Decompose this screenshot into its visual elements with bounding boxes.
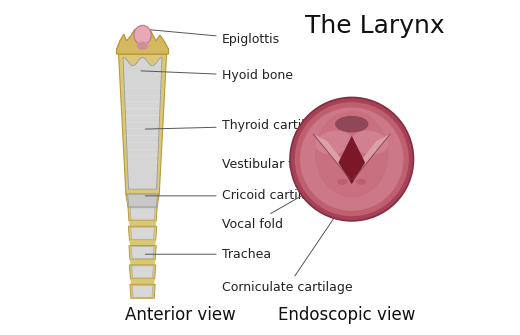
Polygon shape xyxy=(128,226,157,240)
Polygon shape xyxy=(127,194,158,207)
Text: Vocal fold: Vocal fold xyxy=(222,172,343,231)
Polygon shape xyxy=(119,54,166,194)
Polygon shape xyxy=(129,265,156,279)
Polygon shape xyxy=(131,247,154,259)
Ellipse shape xyxy=(356,179,366,185)
Polygon shape xyxy=(132,285,153,297)
Ellipse shape xyxy=(335,116,369,132)
Text: Thyroid cartilage: Thyroid cartilage xyxy=(146,119,328,132)
Polygon shape xyxy=(129,221,156,226)
Polygon shape xyxy=(130,284,155,298)
Polygon shape xyxy=(128,207,157,221)
Ellipse shape xyxy=(352,131,388,154)
Ellipse shape xyxy=(315,131,352,154)
Ellipse shape xyxy=(315,111,388,198)
Polygon shape xyxy=(123,57,162,189)
Text: Epiglottis: Epiglottis xyxy=(145,29,280,46)
Text: Endoscopic view: Endoscopic view xyxy=(278,306,415,324)
Ellipse shape xyxy=(337,179,347,185)
Ellipse shape xyxy=(134,25,151,45)
Text: Cricoid cartilage: Cricoid cartilage xyxy=(146,189,324,202)
Polygon shape xyxy=(129,240,156,246)
Circle shape xyxy=(300,108,404,211)
Text: Anterior view: Anterior view xyxy=(125,306,236,324)
Polygon shape xyxy=(350,134,390,179)
Polygon shape xyxy=(131,227,154,239)
Polygon shape xyxy=(131,279,155,284)
Text: The Larynx: The Larynx xyxy=(305,14,445,38)
Circle shape xyxy=(290,97,413,221)
Polygon shape xyxy=(132,266,153,278)
Circle shape xyxy=(295,102,409,216)
Polygon shape xyxy=(130,260,155,265)
Polygon shape xyxy=(126,194,159,207)
Text: Corniculate cartilage: Corniculate cartilage xyxy=(222,201,352,294)
Polygon shape xyxy=(339,136,365,184)
Text: Vestibular fold: Vestibular fold xyxy=(222,148,342,171)
Text: Hyoid bone: Hyoid bone xyxy=(141,69,293,82)
Polygon shape xyxy=(314,134,354,179)
Polygon shape xyxy=(129,246,156,260)
Text: Trachea: Trachea xyxy=(146,248,271,261)
Ellipse shape xyxy=(137,42,148,50)
Polygon shape xyxy=(116,29,168,54)
Polygon shape xyxy=(130,208,155,220)
